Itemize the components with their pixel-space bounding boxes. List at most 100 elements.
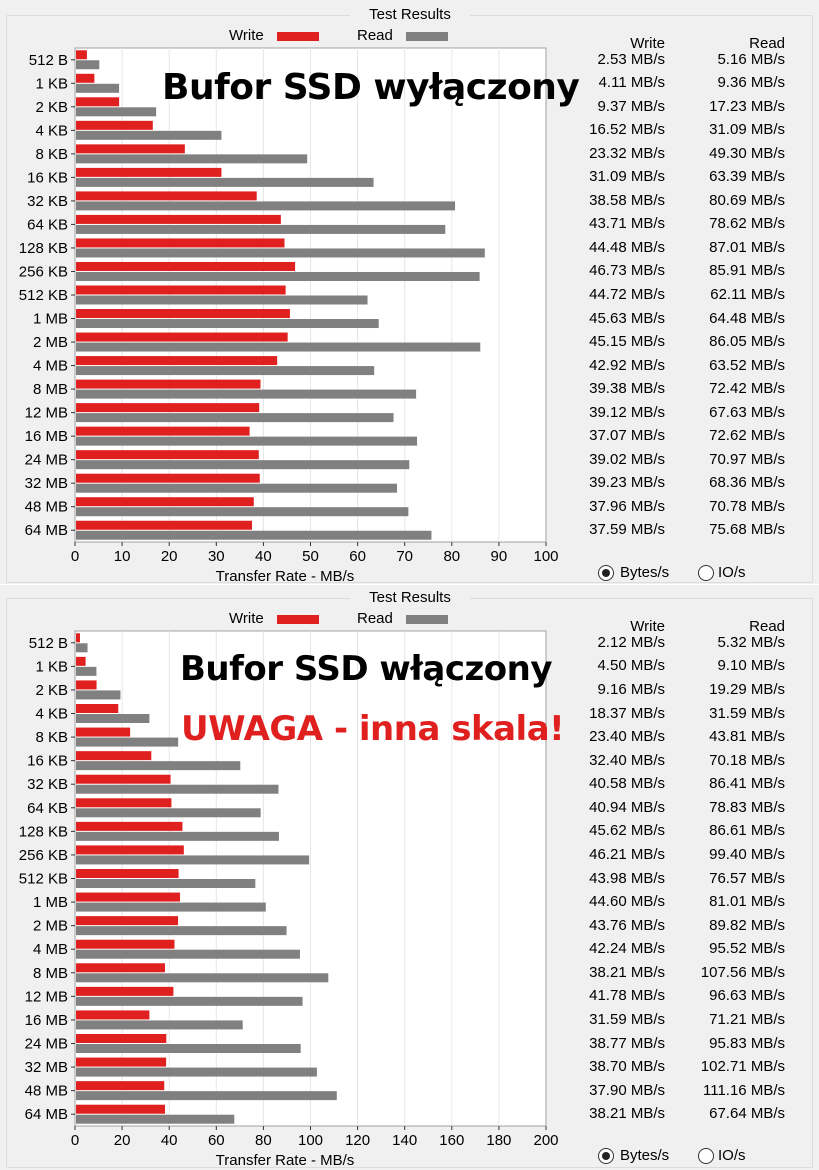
y-category-label: 4 MB bbox=[33, 358, 68, 375]
io-radio-label[interactable]: IO/s bbox=[718, 1147, 746, 1164]
write-bar bbox=[76, 845, 184, 855]
table-cell-read: 62.11 MB/s bbox=[710, 286, 785, 303]
write-bar bbox=[76, 167, 222, 177]
table-cell-read: 71.21 MB/s bbox=[709, 1010, 785, 1028]
table-cell-read: 5.16 MB/s bbox=[717, 50, 785, 68]
table-cell-write: 38.21 MB/s bbox=[589, 1105, 665, 1123]
table-cell-read: 99.40 MB/s bbox=[709, 845, 785, 863]
write-bar bbox=[76, 798, 172, 808]
write-bar bbox=[76, 869, 179, 878]
y-category-label: 2 KB bbox=[35, 682, 68, 699]
read-bar bbox=[76, 1114, 235, 1124]
group-title: Test Results bbox=[350, 6, 470, 23]
table-cell-read: 111.16 MB/s bbox=[703, 1081, 785, 1099]
table-cell-write: 23.32 MB/s bbox=[589, 144, 665, 162]
y-category-label: 48 MB bbox=[25, 1083, 68, 1100]
io-radio[interactable] bbox=[698, 565, 714, 581]
read-bar bbox=[76, 926, 287, 936]
table-cell-write: 38.70 MB/s bbox=[589, 1058, 665, 1076]
y-category-label: 24 MB bbox=[25, 452, 68, 469]
legend-read-label: Read bbox=[357, 610, 393, 627]
table-cell-write: 9.16 MB/s bbox=[597, 680, 665, 698]
table-cell-write: 45.62 MB/s bbox=[589, 822, 665, 840]
table-cell-write: 37.90 MB/s bbox=[589, 1081, 665, 1099]
results-panel-buffer-off: Test Results Write Read 0 10 20 30 40 50 60 70 8… bbox=[0, 0, 819, 585]
table-cell-write: 23.40 MB/s bbox=[589, 728, 665, 746]
table-cell-write: 39.02 MB/s bbox=[589, 450, 665, 468]
table-cell-write: 43.71 MB/s bbox=[589, 215, 665, 233]
io-radio-label[interactable]: IO/s bbox=[718, 564, 746, 581]
write-bar bbox=[76, 309, 290, 319]
read-bar bbox=[76, 737, 179, 747]
table-cell-read: 5.32 MB/s bbox=[717, 633, 785, 651]
y-category-label: 64 KB bbox=[27, 216, 68, 233]
read-bar bbox=[76, 319, 379, 329]
read-bar bbox=[76, 831, 279, 841]
write-bar bbox=[76, 680, 97, 690]
y-category-label: 1 KB bbox=[35, 658, 68, 675]
y-category-label: 512 KB bbox=[19, 871, 68, 888]
y-category-label: 64 KB bbox=[27, 800, 68, 817]
x-tick-label: 180 bbox=[486, 1132, 511, 1149]
table-cell-write: 2.12 MB/s bbox=[597, 633, 665, 651]
legend-write-swatch bbox=[277, 32, 319, 41]
read-bar bbox=[76, 1044, 301, 1053]
bytes-radio[interactable] bbox=[598, 1148, 614, 1164]
write-bar bbox=[76, 939, 175, 949]
y-category-label: 16 KB bbox=[27, 753, 68, 770]
table-cell-read: 95.83 MB/s bbox=[709, 1034, 785, 1052]
read-bar bbox=[76, 389, 417, 399]
table-cell-read: 49.30 MB/s bbox=[709, 144, 785, 162]
legend-write-label: Write bbox=[229, 27, 264, 44]
legend-read-swatch bbox=[406, 615, 448, 624]
y-category-label: 32 MB bbox=[25, 1059, 68, 1076]
bytes-radio[interactable] bbox=[598, 565, 614, 581]
read-bar bbox=[76, 996, 303, 1006]
y-category-label: 16 MB bbox=[25, 1012, 68, 1029]
x-tick-label: 120 bbox=[345, 1132, 370, 1149]
y-category-label: 4 MB bbox=[33, 941, 68, 958]
table-cell-write: 42.24 MB/s bbox=[589, 940, 665, 958]
read-bar bbox=[76, 761, 241, 771]
io-radio[interactable] bbox=[698, 1148, 714, 1164]
read-bar bbox=[76, 60, 100, 70]
y-category-label: 256 KB bbox=[19, 263, 68, 280]
x-tick-label: 100 bbox=[533, 548, 558, 565]
read-bar bbox=[76, 808, 261, 818]
table-cell-read: 95.52 MB/s bbox=[709, 940, 785, 958]
table-cell-read: 89.82 MB/s bbox=[709, 916, 785, 934]
read-bar bbox=[76, 902, 266, 912]
table-cell-read: 63.52 MB/s bbox=[709, 356, 785, 374]
write-bar bbox=[76, 704, 119, 713]
table-cell-write: 42.92 MB/s bbox=[589, 356, 665, 374]
table-cell-read: 86.41 MB/s bbox=[709, 775, 785, 793]
overlay-warning: UWAGA - inna skala! bbox=[181, 709, 565, 749]
legend-read-label: Read bbox=[357, 27, 393, 44]
read-bar bbox=[76, 1020, 243, 1030]
bytes-radio-label[interactable]: Bytes/s bbox=[620, 1147, 670, 1164]
read-bar bbox=[76, 1091, 337, 1101]
table-cell-write: 44.60 MB/s bbox=[589, 893, 665, 911]
overlay-caption: Bufor SSD włączony bbox=[180, 649, 553, 689]
table-cell-write: 31.09 MB/s bbox=[589, 168, 665, 186]
table-cell-read: 67.63 MB/s bbox=[709, 403, 785, 421]
table-header-write: Write bbox=[630, 35, 665, 52]
read-bar bbox=[76, 366, 375, 376]
bytes-radio-label[interactable]: Bytes/s bbox=[620, 564, 670, 581]
table-cell-write: 40.58 MB/s bbox=[589, 775, 665, 793]
x-tick-label: 200 bbox=[533, 1132, 558, 1149]
table-cell-read: 43.81 MB/s bbox=[709, 728, 785, 746]
table-cell-read: 76.57 MB/s bbox=[709, 869, 785, 887]
write-bar bbox=[76, 426, 250, 436]
y-category-label: 512 B bbox=[29, 52, 68, 69]
write-bar bbox=[76, 144, 185, 154]
table-cell-read: 70.18 MB/s bbox=[709, 751, 785, 769]
x-tick-label: 60 bbox=[349, 548, 366, 565]
read-bar bbox=[76, 107, 157, 117]
table-cell-write: 16.52 MB/s bbox=[589, 121, 665, 139]
read-bar bbox=[76, 460, 410, 470]
read-bar bbox=[76, 342, 481, 352]
table-cell-read: 87.01 MB/s bbox=[709, 238, 785, 256]
y-category-label: 128 KB bbox=[19, 823, 68, 840]
x-tick-label: 80 bbox=[255, 1132, 272, 1149]
